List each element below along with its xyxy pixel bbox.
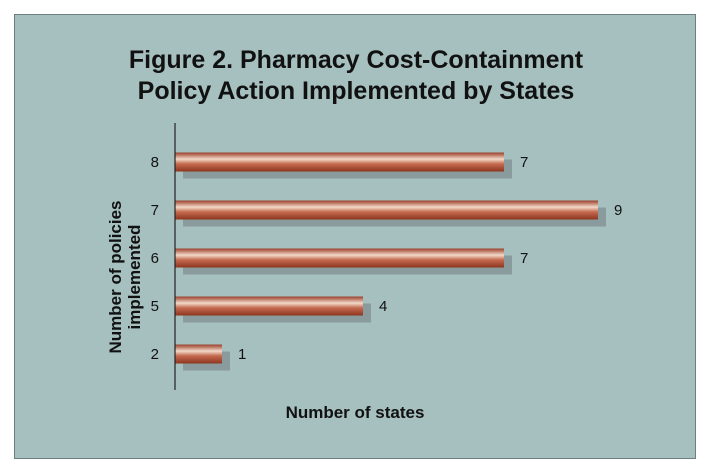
y-axis-label-line-1: Number of policies (106, 200, 125, 354)
y-tick-label-2: 2 (151, 346, 159, 363)
chart-title-line-2: Policy Action Implemented by States (137, 77, 575, 105)
chart-title-line-1: Figure 2. Pharmacy Cost-Containment (128, 46, 584, 74)
data-label-2: 1 (238, 346, 246, 363)
y-tick-label-5: 5 (151, 298, 159, 315)
data-label-5: 4 (379, 298, 387, 315)
bar-6 (175, 248, 504, 268)
bar-8 (175, 152, 504, 172)
data-label-7: 9 (614, 202, 622, 219)
data-label-6: 7 (520, 250, 528, 267)
y-tick-label-8: 8 (151, 154, 159, 171)
x-axis-label: Number of states (285, 403, 425, 422)
bar-5 (175, 296, 363, 316)
bar-2 (175, 344, 222, 364)
bar-chart-plot: 8 7 7 9 6 7 5 4 2 1 (151, 123, 622, 390)
bars-layer: 8 7 7 9 6 7 5 4 2 1 (151, 152, 622, 371)
bar-7 (175, 200, 598, 220)
data-label-8: 7 (520, 154, 528, 171)
y-tick-label-7: 7 (151, 202, 159, 219)
chart-frame: Figure 2. Pharmacy Cost-Containment Poli… (14, 14, 696, 459)
y-tick-label-6: 6 (151, 250, 159, 267)
chart-title: Figure 2. Pharmacy Cost-Containment Poli… (15, 45, 697, 107)
y-axis-label-line-2: implemented (125, 224, 144, 330)
y-axis-label: Number of policies implemented (106, 147, 144, 407)
